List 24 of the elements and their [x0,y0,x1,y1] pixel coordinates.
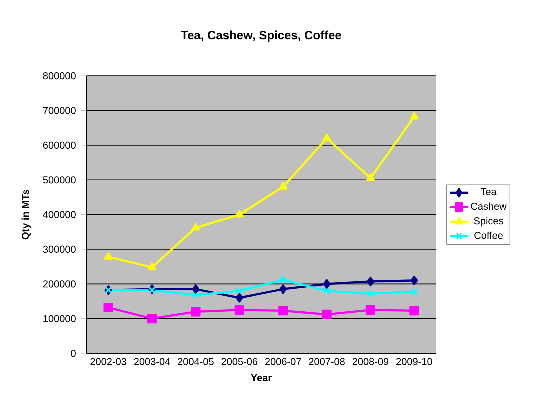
x-tick-label: 2008-09 [352,358,389,366]
y-axis-title: Qty in MTs [22,190,32,240]
x-tick-label: 2003-04 [134,358,170,366]
chart-title: Tea, Cashew, Spices, Coffee [181,30,342,42]
y-tick-label: 800000 [43,72,76,80]
y-tick-label: 100000 [44,316,76,323]
x-axis-title: Year [251,374,272,382]
legend-label: Spices [474,218,504,227]
x-tick-label: 2002-03 [90,358,126,366]
y-tick-label: 400000 [43,211,76,219]
legend-label: Coffee [474,232,504,240]
legend-label: Cashew [471,202,507,210]
x-tick-label: 2004-05 [178,358,214,366]
y-tick-label: 500000 [43,176,76,184]
y-tick-label: 0 [71,350,76,358]
x-tick-label: 2006-07 [265,358,302,366]
x-tick-label: 2009-10 [396,358,432,366]
legend-label: Tea [480,188,497,196]
y-tick-label: 200000 [43,280,76,288]
y-tick-label: 300000 [43,246,76,254]
y-tick-label: 700000 [43,107,76,114]
x-tick-label: 2007-08 [309,358,345,366]
y-tick-label: 600000 [43,142,76,150]
x-tick-label: 2005-06 [222,358,258,366]
